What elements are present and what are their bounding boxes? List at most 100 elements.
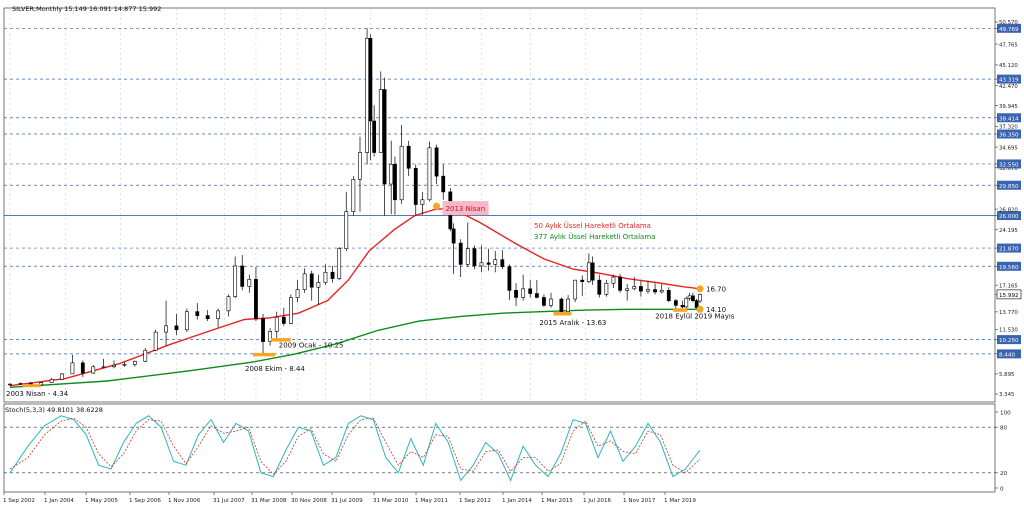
candle <box>618 273 622 293</box>
price-level-label: 21.870 <box>999 247 1019 253</box>
candle <box>281 307 286 326</box>
time-axis-label: 30 Nov 2008 <box>291 498 327 504</box>
candle-body <box>101 366 106 368</box>
candle-body <box>316 282 321 288</box>
time-axis-label: 31 Mar 2010 <box>373 498 409 504</box>
price-level-label: 43.319 <box>999 78 1019 84</box>
candle <box>479 245 484 273</box>
candle-body <box>226 296 231 312</box>
candle-body <box>434 147 439 177</box>
pivot-marker-2009 <box>270 338 291 342</box>
candle <box>216 308 220 328</box>
annotation-16-70: 16.70 <box>706 285 726 293</box>
price-level-box <box>997 23 1021 33</box>
price-level-label: 38.414 <box>999 116 1019 122</box>
candle <box>413 164 418 216</box>
time-axis-label: 1 Nov 2017 <box>623 498 656 504</box>
candle <box>493 250 498 273</box>
candle-body <box>372 120 377 153</box>
candle <box>261 314 265 354</box>
annotation-2003-nisan: 2003 Nisan - 4.34 <box>6 390 69 398</box>
candle <box>534 280 539 299</box>
stoch-signal-line <box>9 417 701 475</box>
candle-body <box>534 293 539 298</box>
pivot-marker-2003 <box>22 384 41 388</box>
price-level-label: 49.769 <box>999 27 1019 33</box>
candle-body <box>382 89 387 185</box>
candle-body <box>18 383 23 385</box>
price-level-label: 26.000 <box>999 214 1019 220</box>
candle-body <box>680 305 685 308</box>
candle <box>406 140 411 177</box>
candle-body <box>184 311 189 331</box>
price-level-box <box>997 159 1021 169</box>
candle-body <box>427 147 432 201</box>
candle <box>91 365 96 374</box>
candle <box>153 329 158 352</box>
candle <box>691 292 695 303</box>
price-axis-label: 39.945 <box>999 104 1018 110</box>
annotation-14-10: 14.10 <box>706 306 726 314</box>
annotation-2013-box <box>442 201 489 216</box>
candle <box>368 34 373 161</box>
candle <box>8 383 12 387</box>
candle <box>639 280 643 297</box>
candle <box>441 164 446 200</box>
pivot-marker-2013 <box>433 202 441 210</box>
stoch-panel-border <box>3 403 996 493</box>
candle-body <box>254 279 258 320</box>
candle <box>316 274 321 305</box>
candle-body <box>493 259 498 265</box>
candle-body <box>351 179 356 212</box>
candle-body <box>80 362 85 374</box>
annotation-2015-aralik: 2015 Aralık - 13.63 <box>539 319 606 327</box>
annotation-2013-nisan: 2013 Nisan <box>446 205 486 213</box>
candle-body <box>441 175 446 193</box>
price-axis-label: 17.165 <box>999 283 1018 289</box>
pivot-marker-2015 <box>553 311 572 316</box>
candle <box>559 297 564 313</box>
annotation-2009-ocak: 2009 Ocak - 10.25 <box>279 342 344 350</box>
candle-body <box>174 325 179 331</box>
price-level-box <box>997 335 1021 345</box>
candle-body <box>302 273 307 290</box>
candle <box>666 287 671 303</box>
candle-body <box>240 265 245 287</box>
candle-body <box>8 383 12 386</box>
candle-body <box>580 279 585 283</box>
candle <box>80 360 85 378</box>
candle-body <box>132 360 137 365</box>
candle <box>646 280 650 294</box>
candle <box>240 254 245 291</box>
candle <box>49 377 54 383</box>
candle <box>698 293 702 304</box>
candle <box>112 360 116 369</box>
time-axis-label: 1 Mar 2019 <box>664 498 696 504</box>
candle-body <box>618 276 622 291</box>
candle <box>295 280 300 303</box>
candle <box>500 250 505 270</box>
candle-body <box>393 164 397 201</box>
candle <box>465 222 470 267</box>
candle <box>542 294 546 307</box>
candle <box>39 381 44 386</box>
candle-body <box>646 289 650 292</box>
price-level-box <box>997 129 1021 139</box>
candle <box>195 302 200 320</box>
candle <box>659 284 664 294</box>
price-level-box <box>997 180 1021 190</box>
candle <box>122 362 127 367</box>
candle <box>393 156 397 215</box>
price-axis-label: 3.345 <box>999 392 1014 398</box>
candle-body <box>281 316 286 324</box>
ema-50-line <box>9 207 701 387</box>
candle-body <box>639 286 643 292</box>
candle-body <box>323 271 328 283</box>
candle <box>507 264 512 300</box>
candle-body <box>289 297 293 324</box>
candle-body <box>358 152 362 180</box>
candle-body <box>573 279 578 300</box>
time-axis-label: 31 Mar 2008 <box>251 498 287 504</box>
candle <box>233 256 238 299</box>
candle-body <box>465 248 470 265</box>
